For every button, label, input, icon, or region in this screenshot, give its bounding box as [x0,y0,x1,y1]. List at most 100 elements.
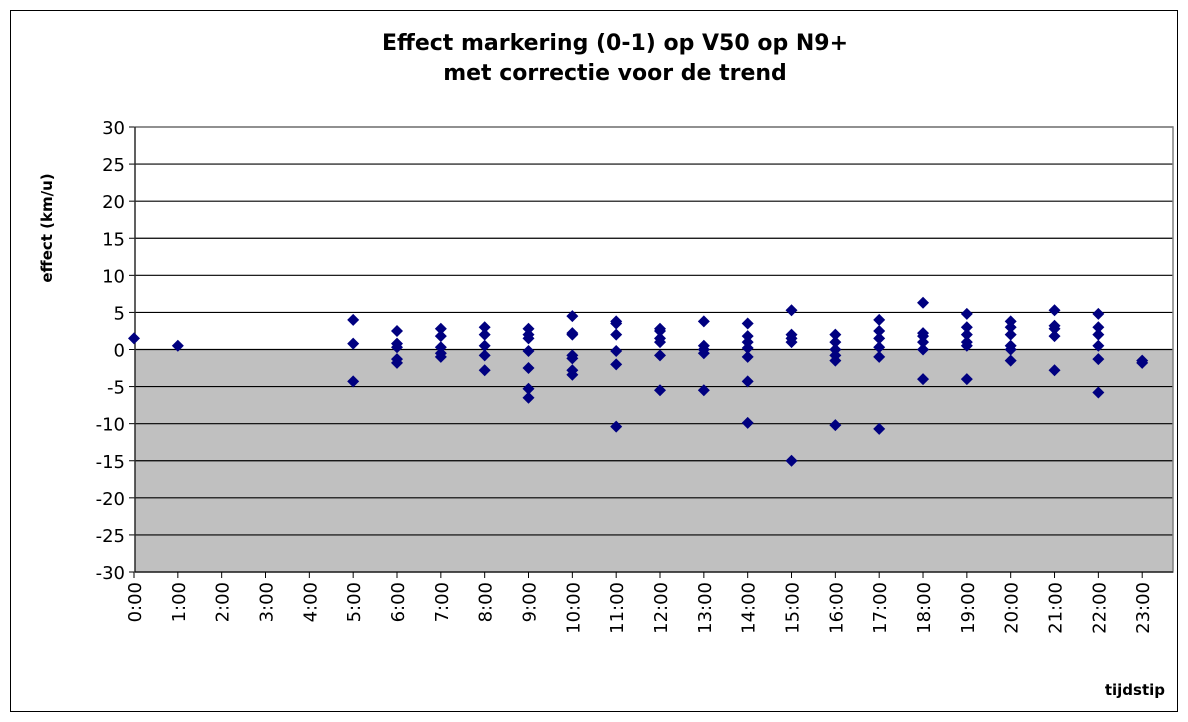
point [917,336,930,349]
point [128,332,140,345]
point [785,454,798,467]
point [347,375,360,388]
x-tick-label: 2:00 [213,582,234,622]
point [391,356,404,369]
x-tick-label: 11:00 [607,582,628,634]
point [741,375,754,388]
x-tick-label: 23:00 [1133,582,1154,634]
point [654,336,667,349]
x-tick-label: 9:00 [520,582,541,622]
point [654,349,667,362]
point [741,416,754,429]
y-tick-label: -5 [107,378,125,399]
point [654,324,667,337]
x-tick-label: 7:00 [432,582,453,622]
point [873,341,886,354]
y-axis-label: effect (km/u) [38,173,56,282]
point [873,350,886,363]
y-tick-label: -25 [96,526,125,547]
x-axis-label: tijdstip [1105,681,1165,699]
x-tick-label: 15:00 [783,582,804,634]
point [566,328,579,341]
point [873,332,886,345]
point [522,391,535,404]
x-tick-label: 0:00 [125,582,146,622]
point [566,310,579,323]
point [785,304,798,317]
y-tick-label: -20 [96,489,125,510]
point [610,420,623,433]
point [697,315,710,328]
point [1092,353,1105,366]
y-tick-label: -30 [96,563,125,584]
point [697,384,710,397]
x-tick-label: 22:00 [1089,582,1110,634]
point [478,321,491,334]
point [391,341,404,354]
x-tick-label: 19:00 [958,582,979,634]
point [522,344,535,357]
point [478,339,491,352]
y-tick-label: 0 [114,341,125,362]
point [1092,321,1105,334]
point [1004,321,1017,334]
point [741,317,754,330]
point [1004,328,1017,341]
y-tick-label: -10 [96,415,125,436]
point [522,332,535,345]
point [1048,322,1061,335]
point [829,328,842,341]
point [1092,328,1105,341]
point [478,328,491,341]
x-tick-label: 18:00 [914,582,935,634]
point [697,347,710,360]
x-tick-label: 21:00 [1046,582,1067,634]
point [347,313,360,326]
y-tick-label: 10 [102,266,125,287]
point [829,336,842,349]
point [1048,304,1061,317]
x-tick-label: 6:00 [388,582,409,622]
x-tick-label: 1:00 [169,582,190,622]
point [610,328,623,341]
y-tick-label: 15 [102,229,125,250]
point [917,373,930,386]
y-tick-label: 30 [102,118,125,139]
point [1092,386,1105,399]
y-tick-label: 20 [102,192,125,213]
point [1136,356,1149,369]
point [873,422,886,435]
point [829,419,842,432]
point [960,373,973,386]
point [478,364,491,377]
x-tick-label: 8:00 [476,582,497,622]
point [960,321,973,334]
point [917,296,930,309]
y-tick-label: -15 [96,452,125,473]
point [1004,343,1017,356]
x-tick-label: 10:00 [563,582,584,634]
point [434,330,447,343]
point [1048,364,1061,377]
point [873,324,886,337]
x-tick-label: 5:00 [344,582,365,622]
point [347,337,360,350]
point [960,339,973,352]
chart-title: met correctie voor de trend [443,61,787,86]
point [610,358,623,371]
point [829,354,842,367]
point [391,324,404,337]
chart-title: Effect markering (0-1) op V50 op N9+ [382,31,848,56]
point [785,336,798,349]
point [1092,339,1105,352]
point [1048,330,1061,343]
point [960,328,973,341]
x-tick-label: 12:00 [651,582,672,634]
x-tick-label: 3:00 [257,582,278,622]
y-tick-label: 5 [114,303,125,324]
point [741,350,754,363]
point [873,313,886,326]
point [917,343,930,356]
point [522,382,535,395]
point [434,350,447,363]
